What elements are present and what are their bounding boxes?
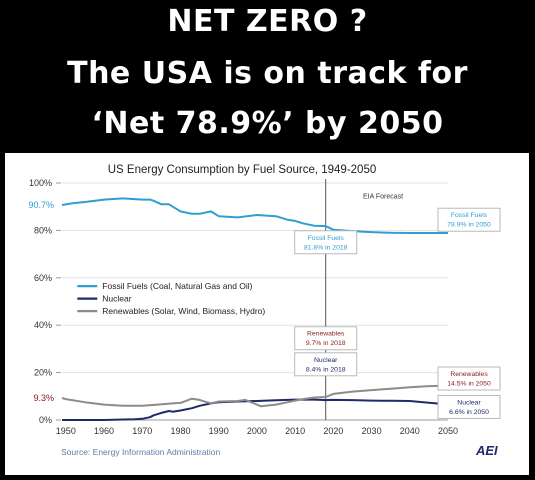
fossil-2050-callout (437, 207, 501, 232)
y-tick-label: 20% (34, 368, 52, 378)
chart-panel: US Energy Consumption by Fuel Source, 19… (5, 153, 529, 475)
x-tick-label: 1970 (132, 426, 152, 436)
fossil-start-label: 90.7% (28, 200, 54, 210)
callout-text: 9.7% in 2018 (306, 340, 346, 347)
fossil-2018-callout (294, 230, 358, 255)
callout-text: Fossil Fuels (308, 235, 345, 242)
renewables-line (61, 384, 449, 408)
x-tick-label: 1960 (94, 426, 114, 436)
energy-chart: US Energy Consumption by Fuel Source, 19… (28, 164, 501, 458)
callouts: Fossil Fuels 81.8% in 2018 Renewables 9.7% … (294, 207, 501, 419)
legend-label: Renewables (Solar, Wind, Biomass, Hydro) (102, 306, 265, 316)
fossil-fuels-line (61, 197, 448, 234)
x-tick-label: 2030 (362, 426, 382, 436)
x-tick-label: 1950 (56, 426, 76, 436)
callout-text: 14.5% in 2050 (447, 381, 491, 388)
y-tick-label: 0% (39, 415, 52, 425)
y-tick-label: 100% (29, 178, 52, 188)
x-tick-label: 1980 (170, 426, 190, 436)
nuclear-2050-callout (437, 394, 501, 419)
legend-label: Nuclear (102, 294, 131, 304)
callout-text: 6.6% in 2050 (449, 409, 489, 416)
forecast-marker: EIA Forecast (325, 179, 403, 420)
callout-text: 78.9% in 2050 (447, 222, 491, 229)
forecast-label: EIA Forecast (363, 193, 403, 200)
callout-text: Nuclear (314, 357, 338, 364)
headline-line-3: ‘Net 78.9%’ by 2050 (91, 106, 444, 141)
callout-text: Renewables (450, 371, 488, 378)
legend-label: Fossil Fuels (Coal, Natural Gas and Oil) (102, 281, 252, 291)
gridlines (62, 182, 448, 374)
x-tick-label: 2010 (285, 426, 305, 436)
headline-line-1: NET ZERO ? (167, 4, 368, 39)
left-value-labels: 90.7% 9.3% (28, 200, 54, 403)
callout-text: 8.4% in 2018 (306, 366, 346, 373)
y-tick-labels: 0% 20% 40% 60% 80% 100% (29, 178, 61, 425)
headline-line-2: The USA is on track for (67, 56, 468, 91)
renewables-2018-callout (294, 326, 358, 351)
nuclear-2018-callout (294, 352, 358, 377)
x-tick-label: 2020 (323, 426, 343, 436)
x-tick-label: 2000 (247, 426, 267, 436)
y-tick-label: 40% (34, 320, 52, 330)
legend: Fossil Fuels (Coal, Natural Gas and Oil)… (77, 281, 265, 316)
chart-title: US Energy Consumption by Fuel Source, 19… (108, 164, 377, 176)
x-tick-label: 2040 (400, 426, 420, 436)
y-tick-label: 60% (34, 273, 52, 283)
x-tick-label: 1990 (209, 426, 229, 436)
callout-text: Fossil Fuels (451, 212, 488, 219)
source-note: Source: Energy Information Administratio… (61, 447, 220, 457)
renewables-start-label: 9.3% (33, 393, 54, 403)
y-tick-label: 80% (34, 225, 52, 235)
callout-text: 81.8% in 2018 (304, 244, 348, 251)
x-tick-labels: 1950 1960 1970 1980 1990 2000 2010 2020 2030 2040… (56, 426, 458, 436)
aei-logo: AEI (475, 443, 498, 458)
renewables-2050-callout (437, 366, 501, 391)
x-tick-label: 2050 (438, 426, 458, 436)
nuclear-line (62, 398, 449, 421)
callout-text: Renewables (307, 331, 345, 338)
callout-text: Nuclear (457, 399, 481, 406)
